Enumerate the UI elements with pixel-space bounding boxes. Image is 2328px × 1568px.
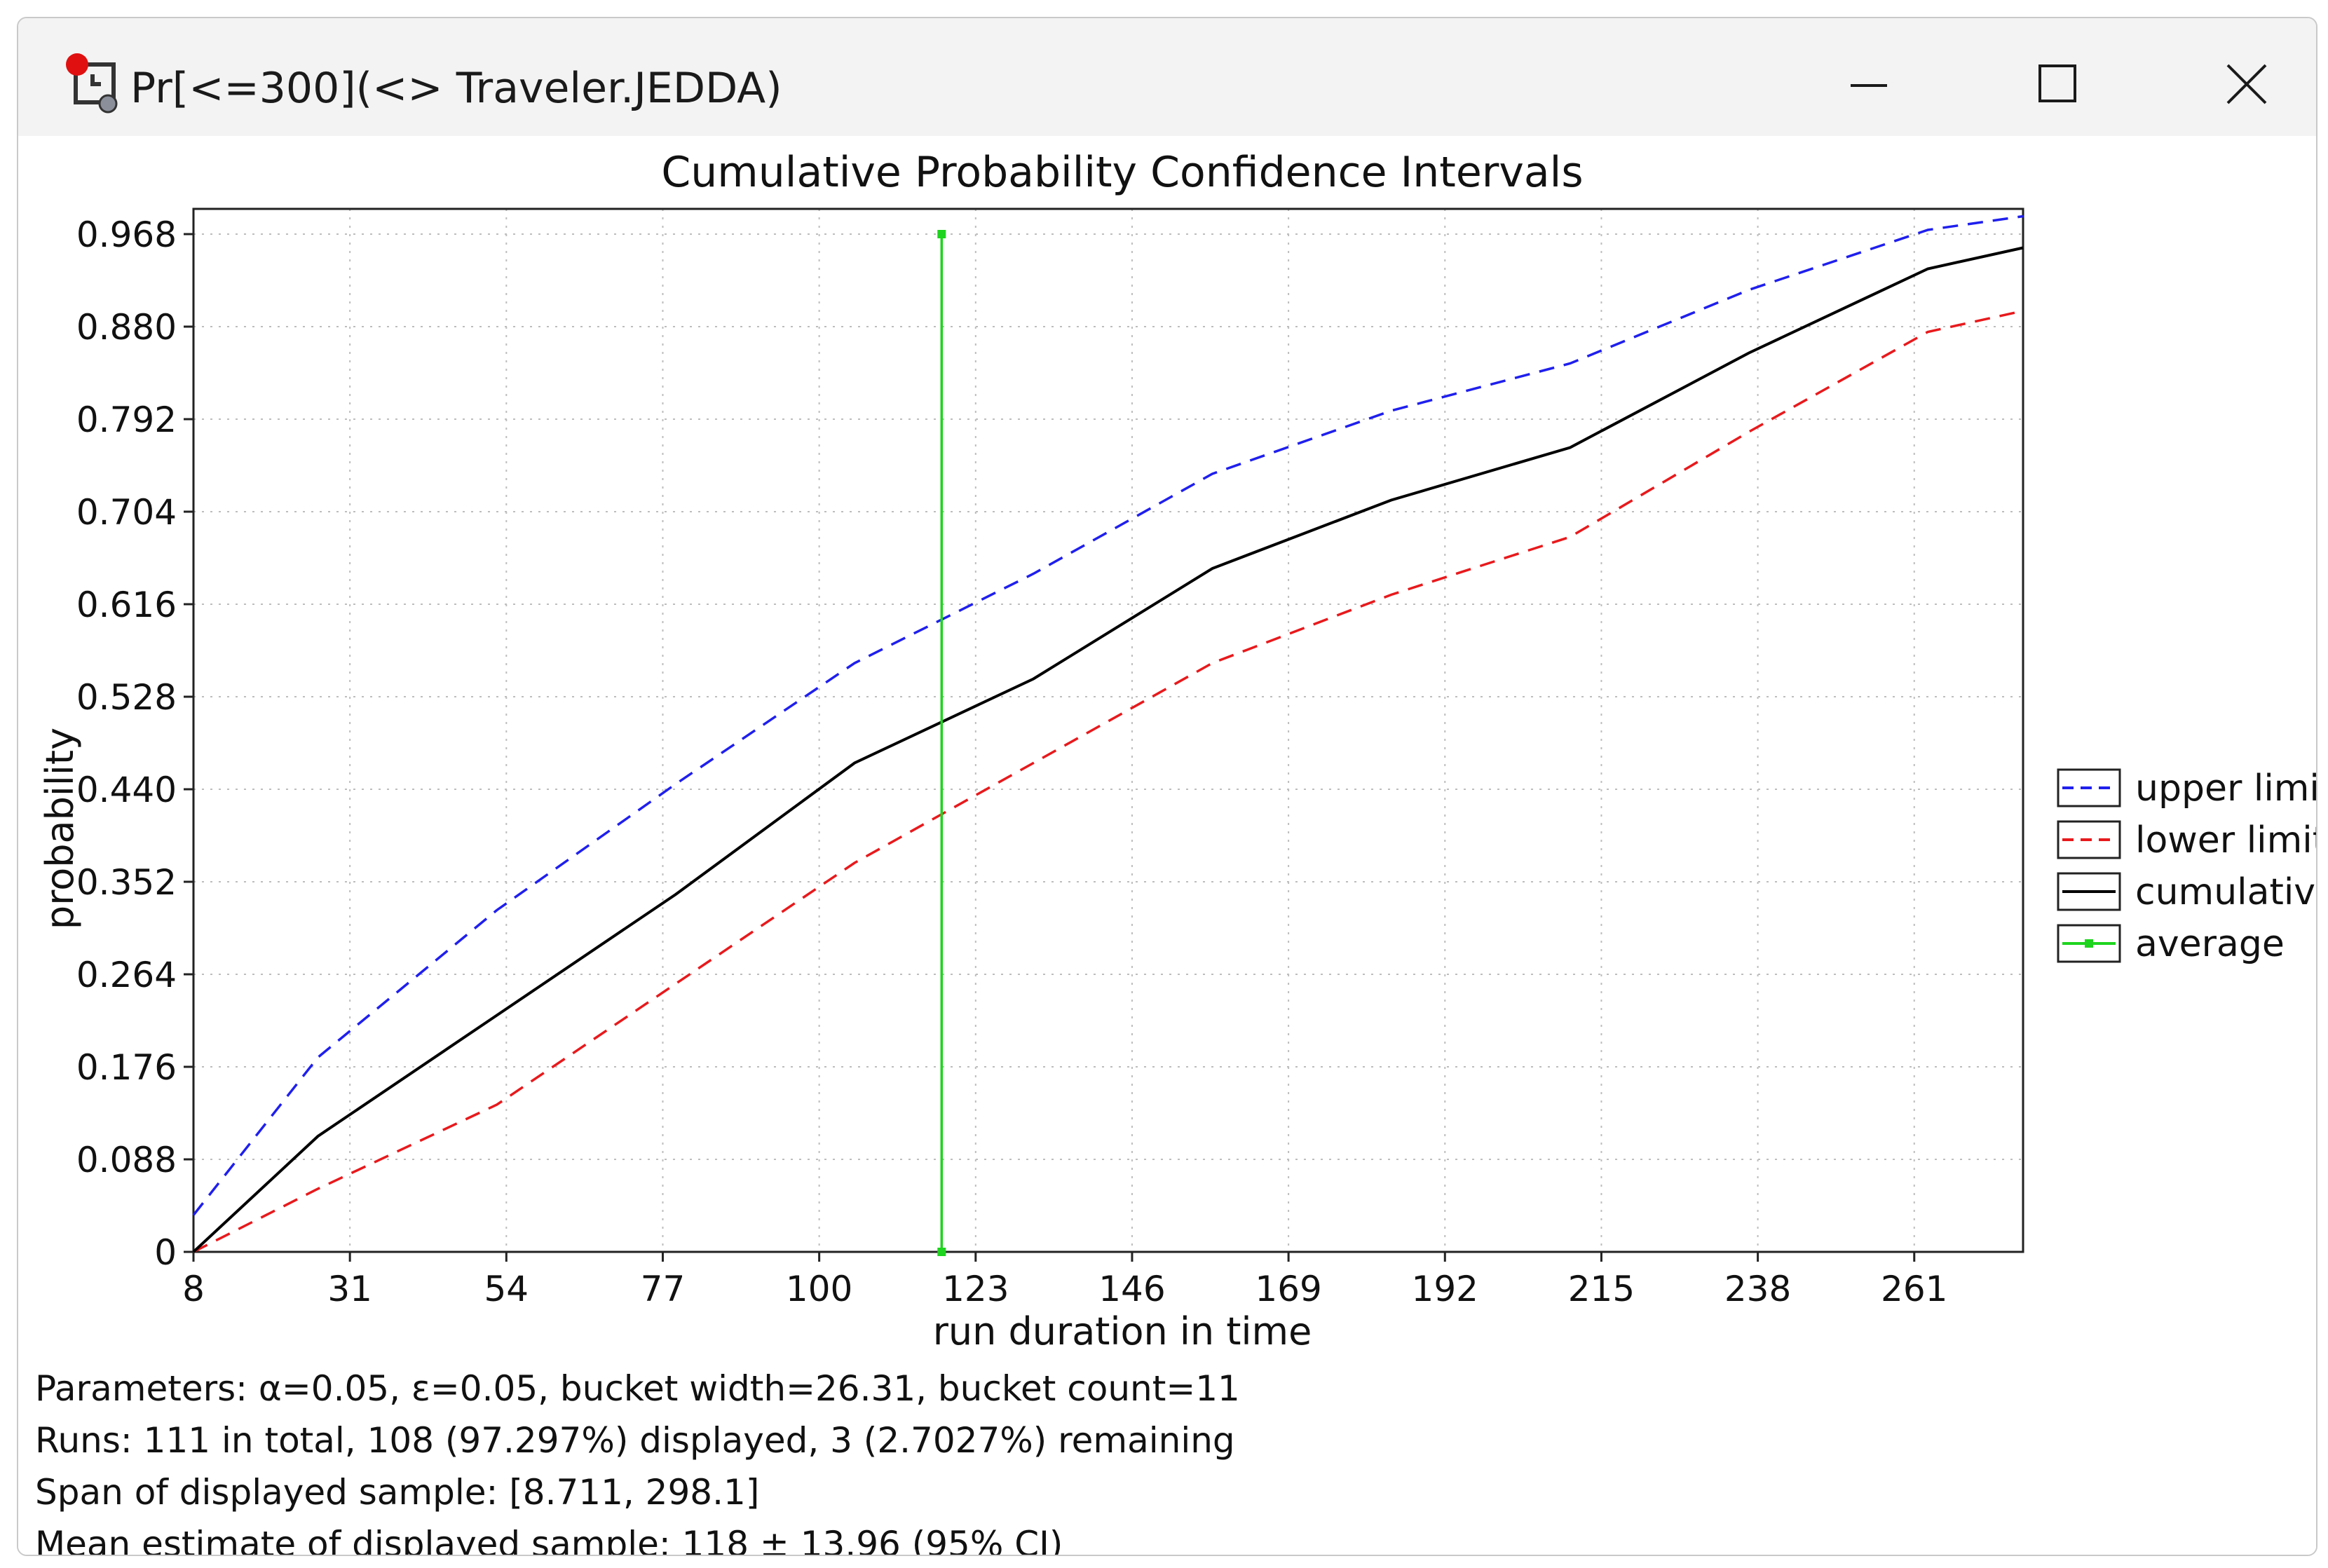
y-tick-label: 0.176 (76, 1047, 177, 1088)
x-tick-label: 77 (641, 1269, 686, 1309)
maximize-button[interactable] (2016, 46, 2100, 123)
y-tick-label: 0.264 (76, 955, 177, 995)
series-line-upper-limit (192, 214, 2024, 1216)
x-tick-label: 31 (327, 1269, 372, 1309)
y-tick-label: 0.880 (76, 307, 177, 348)
x-tick-label: 215 (1568, 1269, 1635, 1309)
minimize-icon (1851, 84, 1887, 87)
info-parameters: Parameters: α=0.05, ε=0.05, bucket width… (35, 1368, 1240, 1409)
x-tick-label: 8 (182, 1269, 205, 1309)
plot-window: Pr[<=300](<> Traveler.JEDDA) 8 31 54 77 100 1… (17, 17, 2317, 1556)
maximize-icon (2038, 64, 2076, 102)
x-tick-label: 192 (1412, 1269, 1478, 1309)
legend-marker (2085, 939, 2093, 948)
legend-label-lower-limit: lower limit (2135, 819, 2317, 861)
clock-plot-icon[interactable] (49, 43, 133, 128)
y-tick-label: 0.704 (76, 492, 177, 533)
average-marker (937, 1248, 946, 1256)
y-tick-label: 0.088 (76, 1140, 177, 1180)
plot-content: 8 31 54 77 100 123 146 169 192 215 238 261 0 0.088 0.1… (18, 136, 2316, 1555)
x-tick-label: 146 (1098, 1269, 1165, 1309)
x-tick-label: 261 (1881, 1269, 1947, 1309)
title-bar[interactable]: Pr[<=300](<> Traveler.JEDDA) (18, 18, 2316, 136)
minimize-button[interactable] (1827, 46, 1911, 123)
x-tick-label: 100 (786, 1269, 852, 1309)
legend-label-cumulative: cumulative (2135, 871, 2317, 913)
y-tick-label: 0.352 (76, 862, 177, 903)
chart-title: Cumulative Probability Confidence Interv… (661, 148, 1583, 197)
x-tick-label: 238 (1724, 1269, 1791, 1309)
window-title: Pr[<=300](<> Traveler.JEDDA) (130, 64, 782, 113)
legend-label-average: average (2135, 923, 2285, 965)
x-tick-label: 54 (484, 1269, 529, 1309)
cumulative-probability-chart: 8 31 54 77 100 123 146 169 192 215 238 261 0 0.088 0.1… (38, 148, 2317, 1354)
y-tick-label: 0.528 (76, 677, 177, 718)
legend-label-upper-limit: upper limit (2135, 768, 2317, 810)
y-tick-label: 0.616 (76, 585, 177, 625)
info-runs: Runs: 111 in total, 108 (97.297%) displa… (35, 1420, 1235, 1461)
y-tick-label: 0.440 (76, 770, 177, 810)
x-axis-label: run duration in time (933, 1309, 1312, 1354)
y-axis-label: probability (38, 728, 82, 929)
average-marker (937, 230, 946, 238)
info-panel: Parameters: α=0.05, ε=0.05, bucket width… (35, 1363, 1240, 1556)
info-mean: Mean estimate of displayed sample: 118 ±… (35, 1524, 1063, 1556)
series-line-lower-limit (193, 309, 2024, 1253)
x-tick-label: 169 (1255, 1269, 1321, 1309)
y-tick-label: 0 (154, 1232, 177, 1273)
info-span: Span of displayed sample: [8.711, 298.1] (35, 1472, 760, 1513)
x-tick-label: 123 (942, 1269, 1009, 1309)
y-tick-label: 0.968 (76, 214, 177, 255)
plot-area-border (192, 207, 2024, 1253)
y-tick-label: 0.792 (76, 400, 177, 440)
close-icon (2226, 64, 2267, 104)
series-line-cumulative (192, 246, 2024, 1253)
close-button[interactable] (2205, 46, 2289, 123)
